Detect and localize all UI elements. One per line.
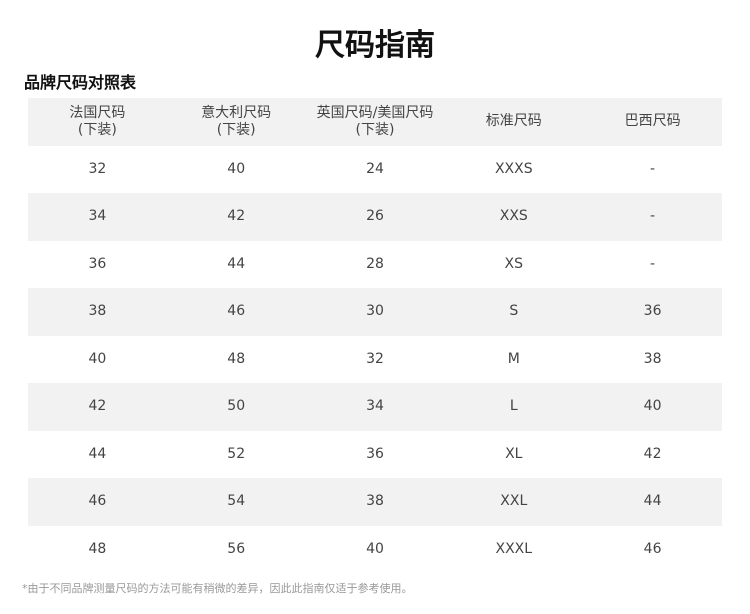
subtitle: 品牌尺码对照表 [24, 73, 137, 92]
table-cell: - [650, 160, 656, 177]
table-cell: 40 [643, 398, 662, 415]
table-row: 48 56 40 XXXL 46 [28, 526, 722, 574]
table-cell: 30 [366, 303, 384, 320]
table-cell: 44 [643, 493, 662, 510]
table-cell: - [650, 255, 656, 272]
table-cell: 34 [88, 208, 107, 225]
table-row: 32 40 24 XXXS - [28, 146, 722, 194]
table-cell: 38 [88, 303, 107, 320]
table-cell: S [509, 303, 519, 320]
table-cell: 42 [643, 445, 662, 462]
table-cell: 54 [227, 493, 246, 510]
table-row: 42 50 34 L 40 [28, 383, 722, 431]
table-row: 36 44 28 XS - [28, 241, 722, 289]
header-text: 巴西尺码 [624, 113, 681, 130]
table-row: 46 54 38 XXL 44 [28, 478, 722, 526]
table-cell: 42 [227, 208, 246, 225]
table-cell: L [509, 398, 518, 415]
header-cell: 意大利尺码 (下装) [167, 105, 306, 139]
table-row: 38 46 30 S 36 [28, 288, 722, 336]
table-cell: 46 [227, 303, 246, 320]
table-cell: XXS [499, 208, 528, 225]
table-cell: XXXL [495, 540, 533, 557]
header-text: 法国尺码 [69, 104, 126, 121]
table-cell: - [650, 208, 656, 225]
table-cell: 48 [88, 540, 107, 557]
table-cell: 28 [366, 255, 384, 272]
table-cell: 42 [88, 398, 107, 415]
header-cell: 法国尺码 (下装) [28, 105, 167, 139]
table-row: 34 42 26 XXS - [28, 193, 722, 241]
table-cell: 34 [366, 398, 384, 415]
table-cell: 46 [88, 493, 107, 510]
table-cell: 32 [366, 350, 384, 367]
table-cell: M [507, 350, 520, 367]
table-cell: 24 [366, 160, 384, 177]
table-cell: 56 [227, 540, 246, 557]
table-cell: XXL [500, 493, 528, 510]
table-cell: 26 [366, 208, 384, 225]
header-text: (下装) [77, 121, 117, 138]
table-cell: 46 [643, 540, 662, 557]
title: 尺码指南 [315, 28, 435, 63]
table-cell: 32 [88, 160, 107, 177]
header-row: 法国尺码 (下装) 意大利尺码 (下装) 英国尺码/美国尺码 (下装) 标准尺码 巴西尺码 [28, 98, 722, 146]
header-cell: 巴西尺码 [583, 113, 722, 130]
header-text: 英国尺码/美国尺码 [316, 104, 434, 121]
table-cell: 44 [227, 255, 246, 272]
table-row: 44 52 36 XL 42 [28, 431, 722, 479]
table-cell: 38 [643, 350, 662, 367]
table-cell: 36 [366, 445, 384, 462]
header-text: (下装) [216, 121, 256, 138]
header-cell: 英国尺码/美国尺码 (下装) [306, 105, 445, 139]
table-row: 40 48 32 M 38 [28, 336, 722, 384]
table-cell: 38 [366, 493, 384, 510]
table-cell: 40 [88, 350, 107, 367]
header-text: 意大利尺码 [201, 104, 272, 121]
table-cell: 40 [227, 160, 246, 177]
table-cell: XL [505, 445, 523, 462]
footnote: *由于不同品牌测量尺码的方法可能有稍微的差异，因此此指南仅适于参考使用。 [22, 582, 413, 595]
header-text: 标准尺码 [485, 113, 542, 130]
header-text: (下装) [355, 121, 395, 138]
table-cell: 50 [227, 398, 246, 415]
table-cell: 44 [88, 445, 107, 462]
table-cell: 48 [227, 350, 246, 367]
table-cell: 36 [643, 303, 662, 320]
size-table: 法国尺码 (下装) 意大利尺码 (下装) 英国尺码/美国尺码 (下装) 标准尺码 巴西尺码 32… [28, 98, 722, 573]
table-cell: 52 [227, 445, 246, 462]
table-cell: 40 [366, 540, 384, 557]
table-cell: XXXS [494, 160, 533, 177]
table-cell: XS [504, 255, 524, 272]
header-cell: 标准尺码 [444, 113, 583, 130]
table-cell: 36 [88, 255, 107, 272]
